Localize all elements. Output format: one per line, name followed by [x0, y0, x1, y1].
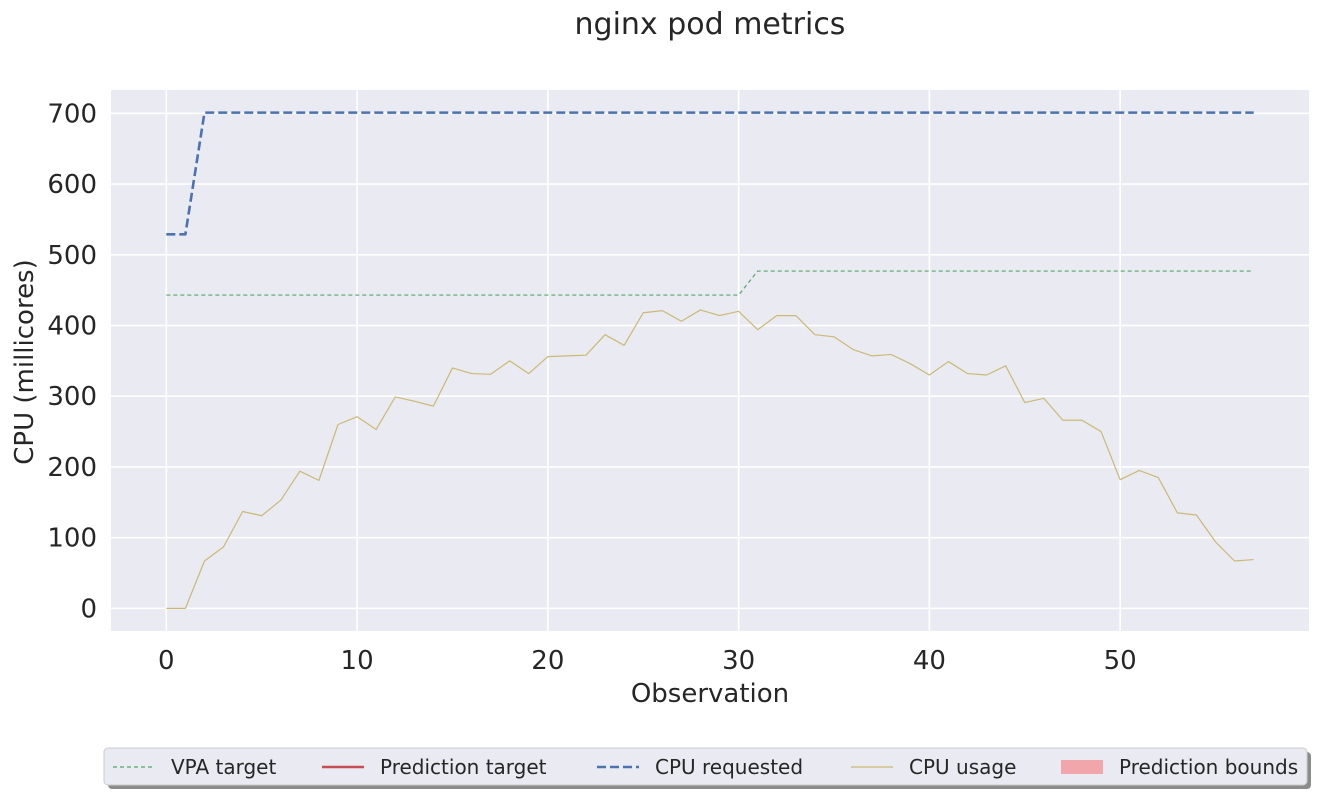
vpa-target-line — [166, 270, 1254, 296]
x-tick-label: 50 — [1104, 646, 1137, 676]
y-tick-label: 300 — [47, 382, 97, 412]
y-tick-label: 700 — [47, 99, 97, 129]
legend-label-prediction-bounds: Prediction bounds — [1119, 755, 1298, 779]
legend-swatch-prediction-bounds — [1061, 760, 1103, 774]
y-tick-label: 500 — [47, 241, 97, 271]
chart-title: nginx pod metrics — [575, 7, 846, 42]
legend-label-cpu-requested: CPU requested — [655, 755, 803, 779]
y-tick-label: 0 — [80, 594, 97, 624]
x-tick-label: 30 — [722, 646, 755, 676]
y-tick-label: 600 — [47, 170, 97, 200]
x-tick-label: 20 — [531, 646, 564, 676]
legend-label-cpu-usage: CPU usage — [909, 755, 1016, 779]
legend-box — [103, 747, 1308, 786]
y-tick-label: 100 — [47, 524, 97, 554]
cpu-requested-line — [166, 111, 1254, 236]
cpu-usage-line — [166, 309, 1254, 609]
legend-label-vpa-target: VPA target — [171, 755, 276, 779]
x-tick-label: 0 — [158, 646, 175, 676]
x-tick-label: 40 — [913, 646, 946, 676]
legend-items: VPA target Prediction target CPU requested… — [113, 755, 1298, 779]
series-layer — [166, 111, 1254, 609]
legend-label-prediction-target: Prediction target — [380, 755, 547, 779]
y-tick-label: 400 — [47, 311, 97, 341]
x-tick-label: 10 — [341, 646, 374, 676]
legend: VPA target Prediction target CPU requested… — [103, 747, 1311, 789]
y-tick-label: 200 — [47, 453, 97, 483]
plot-area — [111, 90, 1309, 631]
x-axis-label: Observation — [631, 679, 789, 709]
y-axis-label: CPU (millicores) — [10, 259, 40, 465]
